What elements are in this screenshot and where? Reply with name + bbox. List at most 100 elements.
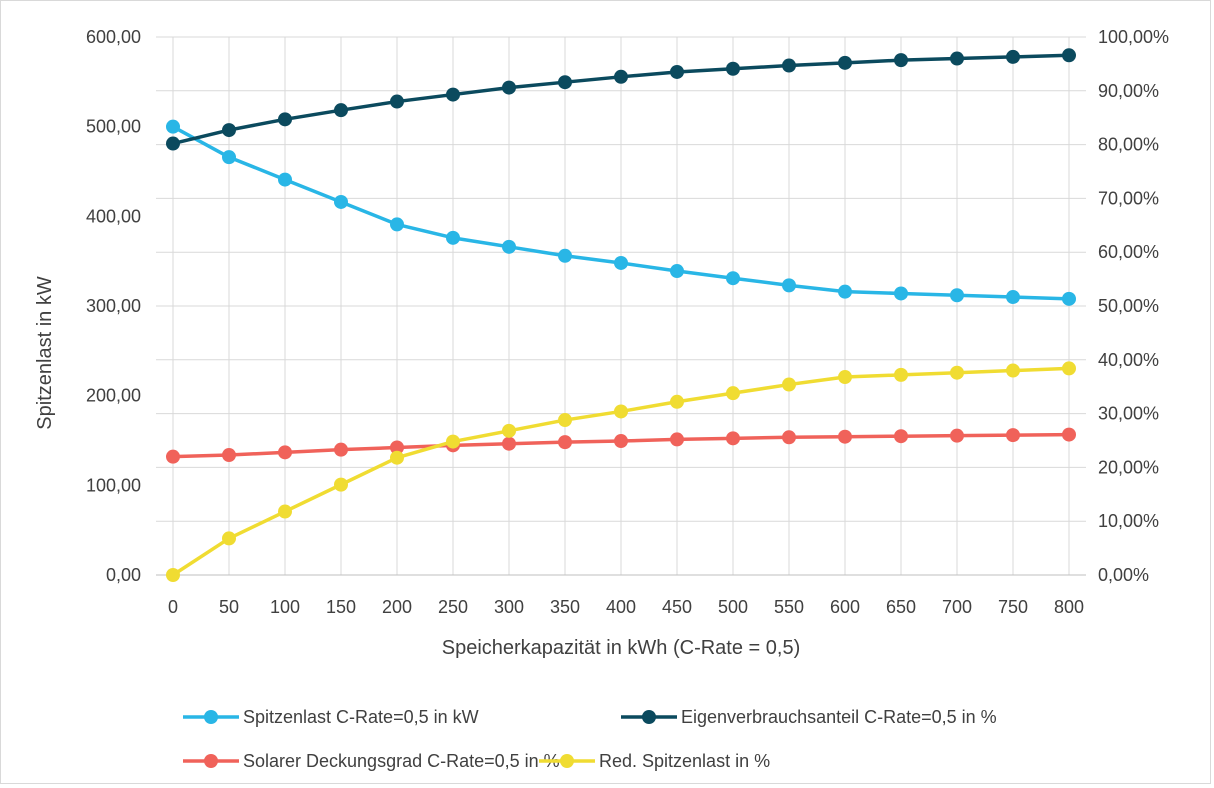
data-point [1006,290,1020,305]
data-point [726,386,740,401]
legend-marker [204,754,218,768]
data-point [1062,291,1076,306]
y-tick-label: 600,00 [86,27,141,47]
y-tick-label: 300,00 [86,296,141,316]
data-point [278,112,292,127]
legend-label: Eigenverbrauchsanteil C-Rate=0,5 in % [681,707,997,727]
y-tick-label: 100,00 [86,475,141,495]
data-point [1006,49,1020,64]
y2-tick-label: 90,00% [1098,81,1159,101]
data-point [950,288,964,303]
data-point [614,69,628,84]
data-point [614,255,628,270]
data-point [166,136,180,151]
y2-tick-label: 60,00% [1098,242,1159,262]
x-tick-label: 600 [830,597,860,617]
x-axis-title: Speicherkapazität in kWh (C-Rate = 0,5) [442,637,801,659]
y2-tick-label: 50,00% [1098,296,1159,316]
x-tick-label: 650 [886,597,916,617]
data-point [502,80,516,95]
series-lines [166,48,1076,582]
data-point [838,370,852,385]
data-point [390,94,404,109]
x-tick-label: 100 [270,597,300,617]
x-tick-label: 350 [550,597,580,617]
x-tick-label: 800 [1054,597,1084,617]
legend-label: Solarer Deckungsgrad C-Rate=0,5 in % [243,751,560,771]
data-point [894,429,908,444]
data-point [166,119,180,134]
data-point [670,432,684,447]
data-point [390,450,404,465]
legend-label: Red. Spitzenlast in % [599,751,770,771]
data-point [334,194,348,209]
x-tick-label: 250 [438,597,468,617]
data-point [838,284,852,299]
data-point [1006,363,1020,378]
legend-label: Spitzenlast C-Rate=0,5 in kW [243,707,479,727]
data-point [614,404,628,419]
x-tick-label: 400 [606,597,636,617]
legend-marker [560,754,574,768]
data-point [614,434,628,449]
x-tick-label: 700 [942,597,972,617]
right-axis-ticks: 0,00% 10,00% 20,00% 30,00% 40,00% 50,00% 60,00… [1098,27,1169,585]
y-tick-label: 400,00 [86,206,141,226]
data-point [222,150,236,165]
data-point [502,436,516,451]
x-tick-label: 150 [326,597,356,617]
legend: Spitzenlast C-Rate=0,5 in kW Eigenverbrau… [183,707,997,771]
data-point [894,286,908,301]
data-point [166,449,180,464]
data-point [726,431,740,446]
data-point [390,217,404,232]
data-point [950,365,964,380]
y2-tick-label: 10,00% [1098,511,1159,531]
data-point [558,75,572,90]
left-axis-ticks: 0,00 100,00 200,00 300,00 400,00 500,00 600,00 [86,27,141,585]
x-tick-label: 200 [382,597,412,617]
x-axis-ticks: 0 50 100 150 200 250 300 350 400 450 500 550 600 650 7… [168,597,1084,617]
legend-marker [204,710,218,724]
data-point [782,58,796,73]
y-tick-label: 200,00 [86,386,141,406]
data-point [670,394,684,409]
data-point [278,504,292,519]
data-point [166,568,180,582]
x-tick-label: 0 [168,597,178,617]
data-point [782,278,796,293]
data-point [1006,428,1020,443]
x-tick-label: 450 [662,597,692,617]
data-point [838,55,852,70]
y-axis-title: Spitzenlast in kW [34,276,56,430]
data-point [950,51,964,66]
data-point [1062,48,1076,63]
data-point [558,413,572,428]
data-point [334,442,348,457]
y2-tick-label: 40,00% [1098,350,1159,370]
data-point [390,440,404,455]
data-point [334,477,348,492]
data-point [502,423,516,438]
y-tick-label: 0,00 [106,565,141,585]
data-point [222,531,236,546]
data-point [334,103,348,118]
data-point [278,172,292,187]
data-point [726,271,740,286]
data-point [670,64,684,79]
data-point [726,61,740,76]
y2-tick-label: 70,00% [1098,188,1159,208]
data-point [950,428,964,443]
data-point [222,448,236,463]
y2-tick-label: 30,00% [1098,404,1159,424]
data-point [446,434,460,449]
y2-tick-label: 100,00% [1098,27,1169,47]
y2-tick-label: 20,00% [1098,457,1159,477]
data-point [558,248,572,263]
y2-tick-label: 80,00% [1098,135,1159,155]
data-point [782,377,796,392]
data-point [894,367,908,382]
data-point [1062,427,1076,442]
